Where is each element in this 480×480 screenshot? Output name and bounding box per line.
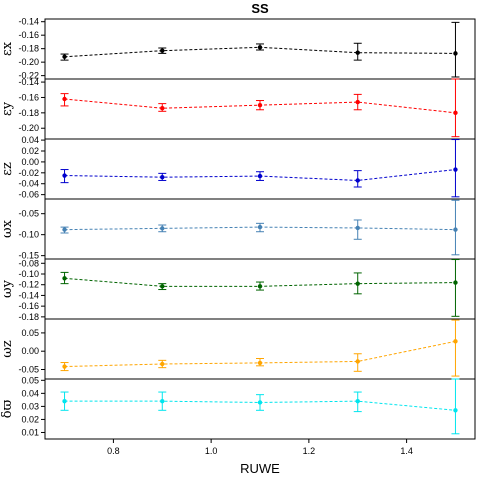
data-point <box>355 225 360 231</box>
data-point <box>453 51 458 56</box>
data-point <box>257 45 263 50</box>
y-tick-label: -0.10 <box>18 230 39 240</box>
y-tick-label: 0.00 <box>21 346 39 356</box>
error-bar <box>451 259 460 317</box>
data-point <box>355 281 360 286</box>
y-tick-label: -0.15 <box>18 251 39 261</box>
y-tick-label: 0.04 <box>21 135 39 145</box>
y-tick-label: 0.05 <box>21 375 39 385</box>
data-point <box>62 173 67 178</box>
data-point <box>62 227 67 232</box>
panel-y-label: ωx <box>0 219 15 238</box>
y-tick-label: -0.16 <box>18 30 39 40</box>
y-tick-label: -0.18 <box>18 312 39 322</box>
y-tick-label: 0.01 <box>21 427 39 437</box>
data-point <box>355 398 360 404</box>
data-point <box>257 360 263 366</box>
y-tick-label: 0.05 <box>21 328 39 338</box>
panel-y-label: δϖ <box>0 399 15 418</box>
data-point <box>453 227 458 232</box>
y-tick-label: -0.06 <box>18 190 39 200</box>
data-point <box>257 102 263 108</box>
data-point <box>160 284 165 289</box>
x-axis-label: RUWE <box>240 461 280 476</box>
y-tick-label: 0.03 <box>21 401 39 411</box>
panel-1: -0.14 -0.16 -0.18 -0.20 -0.22 εx <box>0 17 476 81</box>
y-tick-label: 0.02 <box>21 414 39 424</box>
panel-7: 0.05 0.04 0.03 0.02 0.01 δϖ <box>0 375 476 440</box>
panel-frame <box>44 318 476 380</box>
y-tick-label: -0.12 <box>18 280 39 290</box>
y-tick-label: -0.22 <box>18 71 39 81</box>
data-point <box>160 48 165 53</box>
data-point <box>62 54 67 59</box>
data-point <box>355 99 360 105</box>
panel-4: -0.05 -0.10 -0.15 ωx <box>0 198 476 261</box>
x-tick-label: 1.4 <box>400 446 413 456</box>
y-tick-label: -0.05 <box>18 209 39 219</box>
data-point <box>62 364 67 369</box>
y-tick-label: 0.02 <box>21 146 39 156</box>
data-point <box>355 178 360 183</box>
data-point <box>453 167 458 172</box>
y-tick-label: -0.16 <box>18 301 39 311</box>
y-tick-label: -0.05 <box>18 364 39 374</box>
y-tick-label: 0.04 <box>21 388 39 398</box>
y-tick-label: -0.20 <box>18 123 39 133</box>
y-tick-label: -0.04 <box>18 179 39 189</box>
data-point <box>62 276 67 281</box>
panel-frame <box>44 378 476 440</box>
error-bar <box>451 319 460 377</box>
data-point <box>62 96 67 102</box>
data-point <box>453 408 458 413</box>
data-point <box>160 174 165 180</box>
panel-y-label: εz <box>0 162 15 176</box>
data-point <box>160 226 165 231</box>
y-tick-label: -0.10 <box>18 269 39 279</box>
data-point <box>160 398 165 404</box>
data-point <box>355 359 360 364</box>
x-axis: 0.8 1.0 1.2 1.4 <box>107 439 413 456</box>
panel-3: 0.040.020.00-0.02-0.04-0.06 εz <box>0 135 476 200</box>
y-tick-label: -0.14 <box>18 77 39 87</box>
panel-y-label: εy <box>0 101 15 116</box>
panel-y-label: εx <box>0 41 15 56</box>
data-point <box>160 106 165 111</box>
x-tick-label: 1.2 <box>303 446 316 456</box>
y-tick-label: -0.02 <box>18 168 39 178</box>
data-point <box>160 361 165 367</box>
y-tick-label: -0.14 <box>18 290 39 300</box>
y-tick-label: -0.14 <box>18 17 39 27</box>
chart-title: SS <box>251 1 269 16</box>
data-point <box>355 50 360 55</box>
y-tick-label: -0.18 <box>18 108 39 118</box>
y-tick-label: -0.16 <box>18 92 39 102</box>
panel-5: -0.08-0.10-0.12-0.14-0.16-0.18 ωy <box>0 258 476 322</box>
error-bar <box>451 21 460 78</box>
data-point <box>257 173 263 179</box>
y-tick-label: -0.20 <box>18 57 39 67</box>
data-point <box>257 400 263 405</box>
panel-frame <box>44 138 476 200</box>
data-point <box>257 284 263 289</box>
data-point <box>257 224 263 230</box>
panel-y-label: ωz <box>0 340 15 358</box>
panel-y-label: ωy <box>0 279 15 298</box>
y-tick-label: -0.18 <box>18 44 39 54</box>
data-point <box>453 280 458 285</box>
data-point <box>62 398 67 404</box>
y-tick-label: -0.08 <box>18 258 39 268</box>
x-tick-label: 1.0 <box>205 446 218 456</box>
x-tick-label: 0.8 <box>107 446 120 456</box>
data-point <box>453 339 458 344</box>
error-bar <box>451 78 460 138</box>
panels-group: -0.14-0.16-0.18-0.20-0.22εx-0.14-0.16-0.… <box>0 17 476 440</box>
error-bar <box>451 378 460 435</box>
data-point <box>453 110 458 116</box>
y-tick-label: 0.00 <box>21 157 39 167</box>
